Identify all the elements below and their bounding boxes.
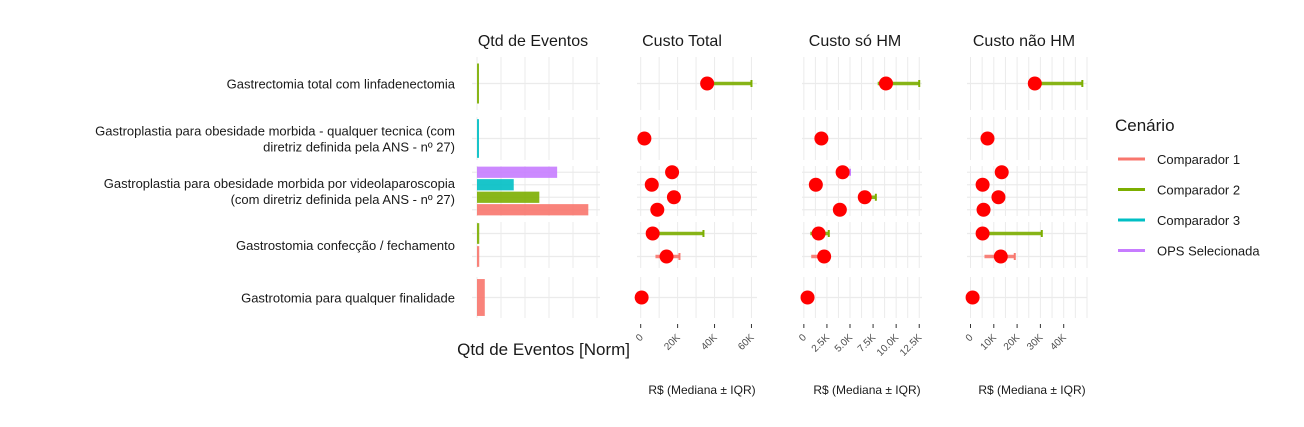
median-point bbox=[650, 202, 665, 217]
tick-label: 20K bbox=[1002, 332, 1023, 353]
row-label: (com diretriz definida pela ANS - nº 27) bbox=[231, 192, 455, 207]
median-point bbox=[975, 177, 990, 192]
legend-item: Comparador 1 bbox=[1118, 152, 1240, 167]
tick-label: 10.0K bbox=[875, 332, 901, 358]
panel-qtd-de-eventos: Qtd de Eventos Qtd de Eventos [Norm] bbox=[457, 33, 630, 359]
row-label: Gastrotomia para qualquer finalidade bbox=[241, 291, 455, 306]
panel-title: Custo só HM bbox=[809, 33, 901, 50]
median-point bbox=[814, 131, 829, 146]
median-point bbox=[857, 190, 872, 205]
legend-item: OPS Selecionada bbox=[1118, 244, 1260, 259]
median-point bbox=[808, 177, 823, 192]
tick-label: 20K bbox=[662, 332, 683, 353]
bar-comparador-2 bbox=[477, 191, 540, 203]
median-point bbox=[666, 190, 681, 205]
median-point bbox=[800, 290, 815, 305]
median-point bbox=[976, 202, 991, 217]
bar-comparador-3 bbox=[477, 119, 479, 158]
median-point bbox=[811, 226, 826, 241]
row-label: Gastroplastia para obesidade morbida - q… bbox=[95, 124, 455, 139]
median-point bbox=[659, 249, 674, 264]
median-point bbox=[993, 249, 1008, 264]
bar-comparador-1 bbox=[477, 204, 589, 216]
median-point bbox=[644, 177, 659, 192]
row-label: diretriz definida pela ANS - nº 27) bbox=[263, 140, 455, 155]
tick-label: 2.5K bbox=[810, 332, 833, 355]
bar-comparador-3 bbox=[477, 179, 514, 191]
tick-label: 0 bbox=[797, 332, 809, 344]
median-point bbox=[665, 165, 680, 180]
tick-label: 0 bbox=[964, 332, 976, 344]
median-point bbox=[975, 226, 990, 241]
tick-label: 40K bbox=[699, 332, 720, 353]
legend: Cenário Comparador 1 Comparador 2 Comparad… bbox=[1115, 116, 1260, 259]
legend-item: Comparador 3 bbox=[1118, 213, 1240, 228]
tick-label: 40K bbox=[1048, 332, 1069, 353]
x-axis-label: R$ (Mediana ± IQR) bbox=[648, 383, 755, 397]
median-point bbox=[700, 76, 715, 91]
panel-title: Custo Total bbox=[642, 33, 722, 50]
legend-label: Comparador 1 bbox=[1157, 152, 1240, 167]
panel-custo-n-o-hm: Custo não HM 0 10K 20K 30K 40K R$ (Mediana ± I… bbox=[964, 33, 1088, 397]
x-axis-label: R$ (Mediana ± IQR) bbox=[978, 383, 1085, 397]
tick-label: 5.0K bbox=[833, 332, 856, 355]
median-point bbox=[980, 131, 995, 146]
legend-label: Comparador 2 bbox=[1157, 183, 1240, 198]
legend-label: OPS Selecionada bbox=[1157, 244, 1260, 259]
row-label: Gastroplastia para obesidade morbida por… bbox=[104, 176, 456, 191]
median-point bbox=[634, 290, 649, 305]
tick-label: 0 bbox=[634, 332, 646, 344]
bar-comparador-2 bbox=[477, 63, 479, 104]
median-point bbox=[965, 290, 980, 305]
tick-label: 30K bbox=[1025, 332, 1046, 353]
row-labels: Gastrectomia total com linfadenectomia Ga… bbox=[95, 77, 456, 306]
bar-comparador-1 bbox=[477, 246, 480, 267]
median-point bbox=[879, 76, 893, 91]
median-point bbox=[1027, 76, 1042, 91]
median-point bbox=[832, 202, 847, 217]
panel-custo-total: Custo Total 0 20K 40K 60K R$ (Mediana ± IQR) bbox=[634, 33, 757, 397]
panel-title: Custo não HM bbox=[973, 33, 1075, 50]
x-axis-label: R$ (Mediana ± IQR) bbox=[813, 383, 920, 397]
x-axis-label: Qtd de Eventos [Norm] bbox=[457, 340, 630, 359]
median-point bbox=[817, 249, 832, 264]
bar-ops-selecionada bbox=[477, 166, 558, 178]
median-point bbox=[637, 131, 652, 146]
bar-comparador-1 bbox=[477, 279, 485, 316]
bar-comparador-2 bbox=[477, 223, 480, 244]
row-label: Gastrostomia confecção / fechamento bbox=[236, 238, 455, 253]
legend-item: Comparador 2 bbox=[1118, 183, 1240, 198]
tick-label: 10K bbox=[979, 332, 1000, 353]
tick-label: 12.5K bbox=[898, 332, 924, 358]
row-label: Gastrectomia total com linfadenectomia bbox=[227, 77, 456, 92]
panel-title: Qtd de Eventos bbox=[478, 33, 588, 50]
legend-title: Cenário bbox=[1115, 116, 1175, 135]
median-point bbox=[994, 165, 1009, 180]
median-point bbox=[835, 165, 850, 180]
median-point bbox=[645, 226, 660, 241]
legend-label: Comparador 3 bbox=[1157, 213, 1240, 228]
median-point bbox=[991, 190, 1006, 205]
tick-label: 60K bbox=[736, 332, 757, 353]
